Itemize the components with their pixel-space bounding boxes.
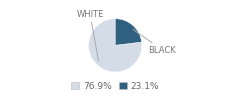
Text: BLACK: BLACK bbox=[133, 29, 176, 55]
Text: WHITE: WHITE bbox=[77, 10, 104, 61]
Legend: 76.9%, 23.1%: 76.9%, 23.1% bbox=[67, 78, 163, 94]
Wedge shape bbox=[89, 19, 142, 72]
Wedge shape bbox=[115, 19, 142, 45]
